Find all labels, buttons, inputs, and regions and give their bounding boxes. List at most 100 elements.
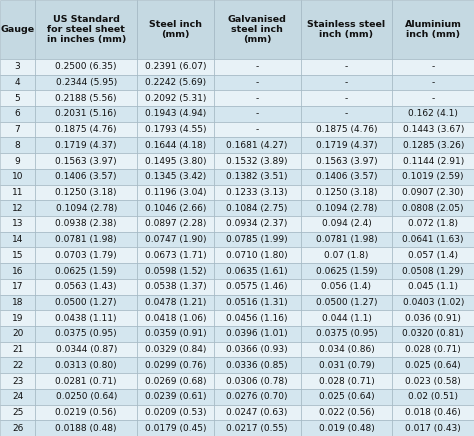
Text: 0.1681 (4.27): 0.1681 (4.27) <box>227 141 288 150</box>
Bar <box>35 216 137 232</box>
Bar <box>214 169 301 184</box>
Text: 0.045 (1.1): 0.045 (1.1) <box>408 282 458 291</box>
Bar <box>392 310 474 326</box>
Bar <box>35 358 137 373</box>
Bar <box>137 153 214 169</box>
Bar <box>301 310 392 326</box>
Bar <box>35 200 137 216</box>
Text: 0.0897 (2.28): 0.0897 (2.28) <box>145 219 206 228</box>
Bar <box>137 200 214 216</box>
Text: 0.0625 (1.59): 0.0625 (1.59) <box>316 266 377 276</box>
Text: 23: 23 <box>12 377 23 385</box>
Text: 0.1563 (3.97): 0.1563 (3.97) <box>316 157 377 166</box>
Bar <box>214 389 301 405</box>
Bar <box>0 122 35 137</box>
Bar <box>0 279 35 295</box>
Bar <box>392 184 474 200</box>
Text: 0.0938 (2.38): 0.0938 (2.38) <box>55 219 117 228</box>
Bar <box>35 326 137 342</box>
Bar <box>137 405 214 420</box>
Bar <box>0 326 35 342</box>
Text: 0.0247 (0.63): 0.0247 (0.63) <box>227 408 288 417</box>
Bar <box>392 389 474 405</box>
Bar <box>214 358 301 373</box>
Text: 0.1563 (3.97): 0.1563 (3.97) <box>55 157 117 166</box>
Text: 0.0508 (1.29): 0.0508 (1.29) <box>402 266 464 276</box>
Bar <box>392 295 474 310</box>
Bar <box>137 90 214 106</box>
Text: 0.0478 (1.21): 0.0478 (1.21) <box>145 298 206 307</box>
Text: 0.2092 (5.31): 0.2092 (5.31) <box>145 94 206 102</box>
Bar <box>392 358 474 373</box>
Bar <box>214 247 301 263</box>
Text: 0.1495 (3.80): 0.1495 (3.80) <box>145 157 206 166</box>
Text: 0.094 (2.4): 0.094 (2.4) <box>321 219 371 228</box>
Bar <box>0 200 35 216</box>
Bar <box>137 389 214 405</box>
Text: 0.0781 (1.98): 0.0781 (1.98) <box>316 235 377 244</box>
Bar <box>392 263 474 279</box>
Bar <box>0 184 35 200</box>
Text: 0.019 (0.48): 0.019 (0.48) <box>319 424 374 433</box>
Text: 0.1046 (2.66): 0.1046 (2.66) <box>145 204 206 213</box>
Bar <box>392 169 474 184</box>
Bar <box>35 106 137 122</box>
Bar <box>301 106 392 122</box>
Text: 0.1285 (3.26): 0.1285 (3.26) <box>402 141 464 150</box>
Bar <box>392 373 474 389</box>
Text: 0.162 (4.1): 0.162 (4.1) <box>408 109 458 118</box>
Text: 0.036 (0.91): 0.036 (0.91) <box>405 313 461 323</box>
Text: 20: 20 <box>12 329 23 338</box>
Text: 17: 17 <box>12 282 23 291</box>
Bar <box>35 247 137 263</box>
Text: 0.1382 (3.51): 0.1382 (3.51) <box>227 172 288 181</box>
Text: 0.0625 (1.59): 0.0625 (1.59) <box>55 266 117 276</box>
Text: 0.2242 (5.69): 0.2242 (5.69) <box>145 78 206 87</box>
Bar <box>392 122 474 137</box>
Text: 0.057 (1.4): 0.057 (1.4) <box>408 251 458 260</box>
Bar <box>214 122 301 137</box>
Text: 0.0336 (0.85): 0.0336 (0.85) <box>226 361 288 370</box>
Bar <box>392 342 474 358</box>
Text: 0.1094 (2.78): 0.1094 (2.78) <box>316 204 377 213</box>
Text: 3: 3 <box>15 62 20 71</box>
Bar <box>301 326 392 342</box>
Bar <box>392 405 474 420</box>
Text: 16: 16 <box>12 266 23 276</box>
Bar <box>392 200 474 216</box>
Bar <box>214 405 301 420</box>
Text: 0.0500 (1.27): 0.0500 (1.27) <box>316 298 377 307</box>
Text: 0.018 (0.46): 0.018 (0.46) <box>405 408 461 417</box>
Text: 0.0306 (0.78): 0.0306 (0.78) <box>226 377 288 385</box>
Text: 5: 5 <box>15 94 20 102</box>
Bar <box>0 247 35 263</box>
Text: 0.0396 (1.01): 0.0396 (1.01) <box>226 329 288 338</box>
Text: 0.0269 (0.68): 0.0269 (0.68) <box>145 377 206 385</box>
Bar <box>214 295 301 310</box>
Text: -: - <box>432 78 435 87</box>
Text: 0.0598 (1.52): 0.0598 (1.52) <box>145 266 206 276</box>
Text: Stainless steel
inch (mm): Stainless steel inch (mm) <box>308 20 385 39</box>
Bar <box>301 169 392 184</box>
Text: 0.1406 (3.57): 0.1406 (3.57) <box>55 172 117 181</box>
Bar <box>214 75 301 90</box>
Text: 0.1875 (4.76): 0.1875 (4.76) <box>55 125 117 134</box>
Text: 15: 15 <box>12 251 23 260</box>
Bar <box>214 310 301 326</box>
Text: 0.1875 (4.76): 0.1875 (4.76) <box>316 125 377 134</box>
Text: 0.1719 (4.37): 0.1719 (4.37) <box>55 141 117 150</box>
Bar <box>214 216 301 232</box>
Text: 0.017 (0.43): 0.017 (0.43) <box>405 424 461 433</box>
Bar <box>214 263 301 279</box>
Text: -: - <box>255 125 259 134</box>
Text: Steel inch
(mm): Steel inch (mm) <box>149 20 202 39</box>
Bar <box>137 279 214 295</box>
Text: 0.0320 (0.81): 0.0320 (0.81) <box>402 329 464 338</box>
Text: 0.031 (0.79): 0.031 (0.79) <box>319 361 374 370</box>
Bar <box>137 342 214 358</box>
Bar <box>301 75 392 90</box>
Text: 0.0785 (1.99): 0.0785 (1.99) <box>226 235 288 244</box>
Text: 0.1250 (3.18): 0.1250 (3.18) <box>316 188 377 197</box>
Text: US Standard
for steel sheet
in inches (mm): US Standard for steel sheet in inches (m… <box>46 14 126 44</box>
Text: 0.0375 (0.95): 0.0375 (0.95) <box>55 329 117 338</box>
